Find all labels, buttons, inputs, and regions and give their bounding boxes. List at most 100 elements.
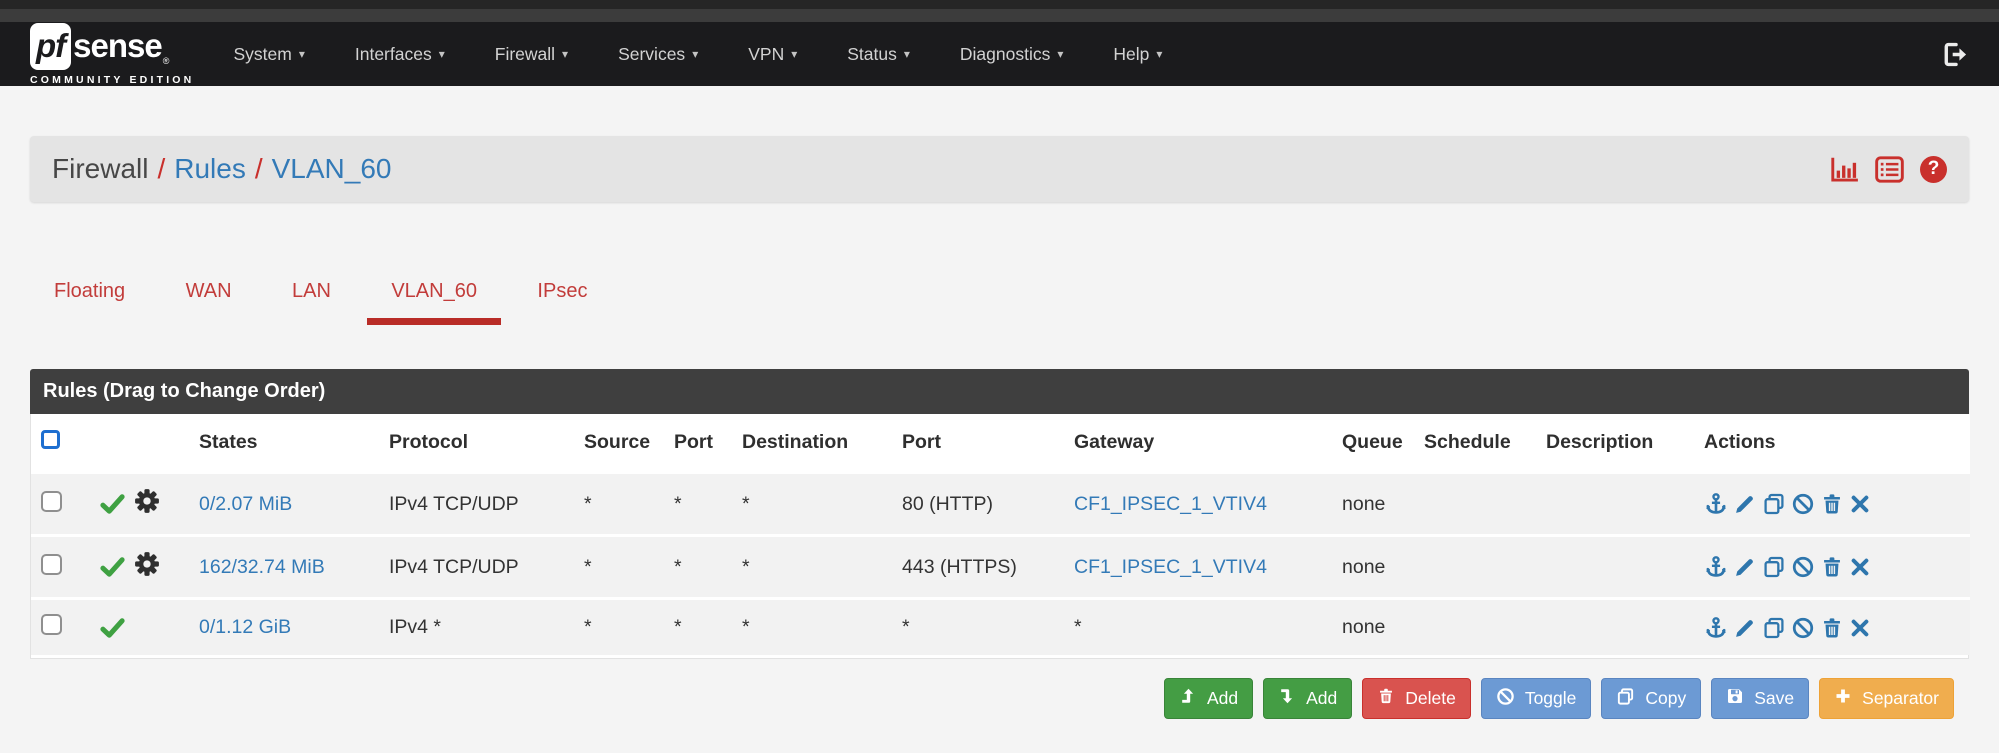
copy-selected-button[interactable]: Copy	[1601, 678, 1702, 719]
menu-vpn[interactable]: VPN ▾	[748, 43, 798, 64]
rule-row[interactable]: 162/32.74 MiB IPv4 TCP/UDP * * * 443 (HT…	[31, 534, 1970, 597]
anchor-icon[interactable]	[1704, 555, 1728, 579]
add-rule-bottom-button[interactable]: Add	[1263, 678, 1353, 719]
tab-ipsec[interactable]: IPsec	[537, 280, 588, 302]
row-checkbox[interactable]	[41, 490, 62, 512]
col-actions: Actions	[1694, 414, 1970, 471]
edit-icon[interactable]	[1733, 616, 1757, 640]
breadcrumb-separator: /	[254, 153, 263, 184]
copy-icon[interactable]	[1762, 492, 1786, 516]
list-view-icon[interactable]	[1875, 155, 1904, 183]
gateway-link[interactable]: CF1_IPSEC_1_VTIV4	[1074, 555, 1267, 578]
delete-icon[interactable]	[1820, 555, 1844, 579]
bar-chart-icon[interactable]	[1830, 156, 1859, 183]
close-icon[interactable]	[1849, 617, 1871, 639]
close-icon[interactable]	[1849, 493, 1871, 515]
col-destination: Destination	[732, 414, 892, 471]
menu-interfaces[interactable]: Interfaces ▾	[354, 43, 445, 64]
breadcrumb-separator: /	[157, 153, 166, 184]
pfsense-logo-pf: pf	[30, 22, 72, 70]
rules-action-buttons: Add Add Delete Toggle Copy Save Separato…	[45, 678, 1954, 719]
chevron-down-icon: ▾	[903, 47, 910, 61]
menu-system[interactable]: System ▾	[233, 43, 305, 64]
edit-icon[interactable]	[1733, 492, 1757, 516]
rule-pass-check-icon[interactable]	[99, 492, 126, 516]
row-checkbox[interactable]	[41, 553, 62, 575]
advanced-gear-icon	[134, 488, 160, 520]
trash-icon	[1377, 687, 1395, 710]
rule-pass-check-icon[interactable]	[99, 616, 126, 640]
delete-icon[interactable]	[1820, 492, 1844, 516]
breadcrumb: Firewall / Rules / VLAN_60 ?	[30, 136, 1969, 202]
cell-description	[1536, 471, 1694, 534]
chevron-down-icon: ▾	[1156, 47, 1163, 61]
delete-selected-button[interactable]: Delete	[1362, 678, 1471, 719]
interface-tabs: Floating WAN LAN VLAN_60 IPsec	[30, 280, 1969, 325]
cell-queue: none	[1332, 471, 1414, 534]
community-edition-label: COMMUNITY EDITION	[30, 73, 195, 86]
save-button[interactable]: Save	[1711, 678, 1810, 719]
advanced-gear-icon	[134, 551, 160, 583]
menu-services[interactable]: Services ▾	[618, 43, 699, 64]
add-rule-top-button[interactable]: Add	[1163, 678, 1254, 719]
cell-source: *	[574, 534, 664, 597]
table-header-row: States Protocol Source Port Destination …	[31, 414, 1970, 471]
pfsense-logo[interactable]: pf sense ® COMMUNITY EDITION	[30, 22, 195, 86]
cell-source: *	[574, 597, 664, 655]
chevron-down-icon: ▾	[298, 47, 305, 61]
breadcrumb-vlan60[interactable]: VLAN_60	[271, 153, 392, 184]
tab-lan[interactable]: LAN	[291, 280, 331, 302]
anchor-icon[interactable]	[1704, 616, 1728, 640]
chevron-down-icon: ▾	[791, 47, 798, 61]
col-queue: Queue	[1332, 414, 1414, 471]
window-chrome-top	[0, 0, 1999, 9]
copy-icon[interactable]	[1762, 616, 1786, 640]
breadcrumb-firewall: Firewall	[52, 153, 149, 184]
menu-diagnostics[interactable]: Diagnostics ▾	[959, 43, 1064, 64]
cell-destination: *	[732, 534, 892, 597]
tab-floating[interactable]: Floating	[54, 280, 126, 302]
cell-schedule	[1414, 471, 1536, 534]
ban-icon[interactable]	[1791, 492, 1815, 516]
rule-pass-check-icon[interactable]	[99, 555, 126, 579]
cell-queue: none	[1332, 534, 1414, 597]
chevron-down-icon: ▾	[438, 47, 445, 61]
cell-gateway: *	[1064, 597, 1332, 655]
chevron-down-icon: ▾	[692, 47, 699, 61]
toggle-selected-button[interactable]: Toggle	[1480, 678, 1592, 719]
copy-icon[interactable]	[1762, 555, 1786, 579]
close-icon[interactable]	[1849, 556, 1871, 578]
cell-destination: *	[732, 471, 892, 534]
level-down-icon	[1278, 687, 1296, 710]
ban-icon[interactable]	[1791, 555, 1815, 579]
menu-status[interactable]: Status ▾	[847, 43, 910, 64]
help-icon[interactable]: ?	[1920, 155, 1947, 183]
ban-icon[interactable]	[1791, 616, 1815, 640]
col-gateway: Gateway	[1064, 414, 1332, 471]
cell-dest-port: 80 (HTTP)	[892, 471, 1064, 534]
select-all-checkbox[interactable]	[41, 430, 60, 449]
row-checkbox[interactable]	[41, 614, 62, 635]
col-states: States	[189, 414, 379, 471]
states-link[interactable]: 0/2.07 MiB	[199, 492, 293, 515]
edit-icon[interactable]	[1733, 555, 1757, 579]
add-separator-button[interactable]: Separator	[1819, 678, 1954, 719]
menu-help[interactable]: Help ▾	[1113, 43, 1163, 64]
tab-wan[interactable]: WAN	[185, 280, 232, 302]
cell-queue: none	[1332, 597, 1414, 655]
rule-row[interactable]: 0/2.07 MiB IPv4 TCP/UDP * * * 80 (HTTP) …	[31, 471, 1970, 534]
chevron-down-icon: ▾	[562, 47, 569, 61]
col-dest-port: Port	[892, 414, 1064, 471]
tab-vlan60[interactable]: VLAN_60	[367, 280, 501, 325]
states-link[interactable]: 0/1.12 GiB	[199, 616, 292, 638]
cell-destination: *	[732, 597, 892, 655]
delete-icon[interactable]	[1820, 616, 1844, 640]
menu-firewall[interactable]: Firewall ▾	[494, 43, 569, 64]
states-link[interactable]: 162/32.74 MiB	[199, 555, 325, 578]
anchor-icon[interactable]	[1704, 492, 1728, 516]
breadcrumb-rules[interactable]: Rules	[174, 153, 246, 184]
sign-out-icon[interactable]	[1942, 41, 1969, 68]
rule-row[interactable]: 0/1.12 GiB IPv4 * * * * * * none	[31, 597, 1970, 655]
rules-panel: Rules (Drag to Change Order) States Prot…	[30, 369, 1970, 659]
gateway-link[interactable]: CF1_IPSEC_1_VTIV4	[1074, 492, 1267, 515]
